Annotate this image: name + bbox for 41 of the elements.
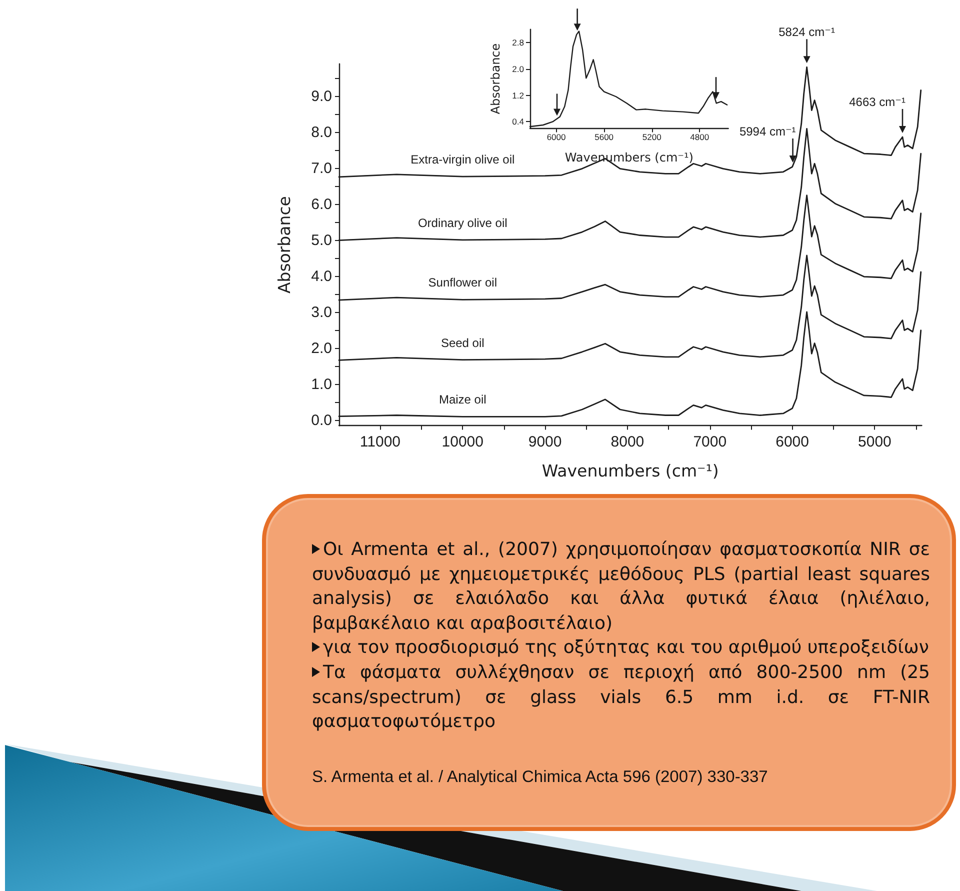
y-tick-label: 3.0 [311, 304, 332, 321]
x-tick-label: 5000 [858, 434, 892, 451]
text: Τα φάσματα συλλέχθησαν σε περιοχή από 800-2500 nm (25 scans/spectrum) σε glass vials 6.5 mm i.d. σε FT-NIR φασματοφωτόμετρο [312, 662, 930, 732]
x-tick-label: 7000 [693, 434, 727, 451]
series-label: Seed oil [440, 336, 484, 350]
series-label: Maize oil [438, 392, 486, 407]
x-tick-label: 4800 [690, 132, 710, 142]
x-axis-title: Wavenumbers (cm⁻¹) [564, 150, 694, 164]
y-tick-label: 2.8 [512, 38, 524, 48]
x-tick-label: 6000 [776, 434, 809, 451]
series-label: Extra-virgin olive oil [410, 152, 515, 167]
y-tick-label: 9.0 [311, 88, 332, 105]
x-tick-label: 10000 [442, 434, 484, 451]
x-tick-label: 5200 [642, 132, 662, 142]
annotation: 4663 cm⁻¹ [849, 94, 906, 109]
x-axis-title: Wavenumbers (cm⁻¹) [542, 462, 719, 481]
y-tick-label: 0.0 [311, 412, 332, 429]
x-tick-label: 9000 [528, 434, 562, 451]
y-tick-label: 2.0 [512, 64, 524, 74]
y-tick-label: 1.0 [311, 376, 332, 393]
text: S. Armenta et al. / Analytical Chimica Acta 596 (2007) 330-337 [312, 768, 768, 786]
y-axis-title: Absorbance [275, 196, 294, 294]
y-tick-label: 0.4 [512, 116, 524, 127]
y-tick-label: 7.0 [311, 160, 332, 177]
x-tick-label: 8000 [610, 434, 644, 451]
x-tick-label: 5600 [594, 132, 614, 142]
y-tick-label: 1.2 [512, 90, 524, 100]
y-tick-label: 6.0 [311, 196, 332, 213]
y-tick-label: 8.0 [311, 124, 332, 141]
y-tick-label: 4.0 [311, 268, 332, 285]
annotation: 5994 cm⁻¹ [739, 124, 796, 138]
x-tick-label: 11000 [360, 434, 401, 451]
y-tick-label: 2.0 [311, 340, 332, 357]
text: Οι Armenta et al., (2007) χρησιμοποίησαν φασματοσκοπία NIR σε συνδυασμό με χημειομετρικές μεθόδους PLS (partial least squares analysis) σε ελαιόλαδο και άλλα φυτικά έλαια (ηλιέλαιο, βαμβακέλαιο και αραβοσιτέλαιο) [312, 539, 930, 634]
x-tick-label: 6000 [546, 132, 566, 142]
series-label: Ordinary olive oil [418, 216, 508, 230]
series-label: Sunflower oil [428, 276, 497, 290]
y-axis-title: Absorbance [488, 43, 502, 114]
annotation: 5824 cm⁻¹ [778, 25, 835, 40]
text: για τον προσδιορισμό της οξύτητας και του αριθμού υπεροξειδίων [323, 637, 929, 658]
y-tick-label: 5.0 [311, 232, 332, 249]
